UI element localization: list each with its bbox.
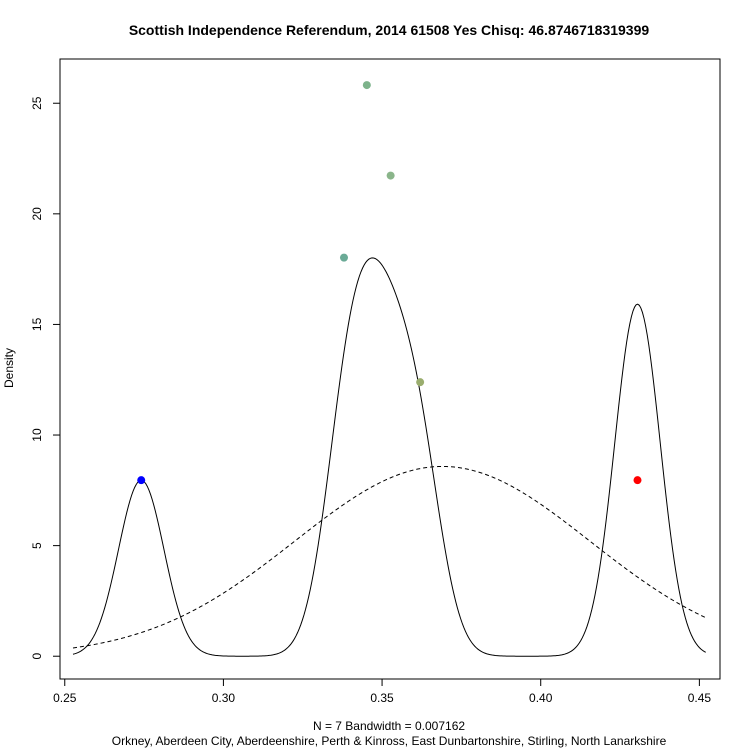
data-point [386,171,395,180]
x-tick-label: 0.45 [688,691,712,705]
data-point [137,476,146,485]
data-point [633,476,642,485]
x-tick-label: 0.25 [53,691,77,705]
y-tick-label: 25 [30,96,44,110]
data-point [339,253,348,262]
data-points [137,81,642,485]
x-tick-label: 0.30 [212,691,236,705]
data-point [416,378,425,387]
normal-curve-series [72,465,706,649]
plot-frame [59,58,721,680]
data-point [362,81,371,90]
x-tick-label: 0.35 [370,691,394,705]
y-tick-label: 0 [30,653,44,660]
chart-title: Scottish Independence Referendum, 2014 6… [129,22,650,38]
y-axis-label: Density [2,348,16,388]
y-tick-label: 10 [30,428,44,442]
y-tick-label: 5 [30,542,44,549]
chart-subtitle: Orkney, Aberdeen City, Aberdeenshire, Pe… [112,734,667,748]
density-curve-series [72,257,706,657]
x-axis-label: N = 7 Bandwidth = 0.007162 [313,719,465,733]
y-axis: 0 5 10 15 20 25 [30,96,61,660]
x-axis: 0.25 0.30 0.35 0.40 0.45 [53,678,712,705]
y-tick-label: 15 [30,317,44,331]
x-tick-label: 0.40 [529,691,553,705]
y-tick-label: 20 [30,207,44,221]
